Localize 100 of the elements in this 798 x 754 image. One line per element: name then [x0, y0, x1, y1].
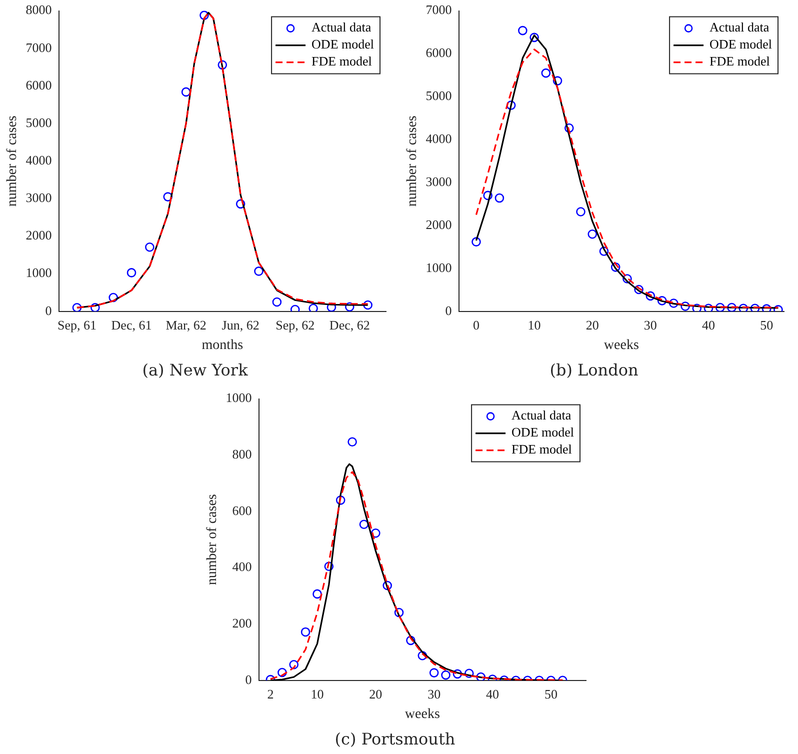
y-tick-label: 6000 — [426, 45, 452, 60]
point — [588, 229, 598, 239]
y-tick-label: 0 — [445, 302, 452, 318]
point — [312, 589, 322, 599]
point — [738, 304, 748, 312]
y-tick-label: 1000 — [26, 265, 52, 280]
x-tick-label: 0 — [472, 318, 480, 333]
point — [254, 266, 264, 276]
text: (b) London — [550, 360, 638, 380]
x-axis-title: weeks — [404, 707, 440, 722]
point — [272, 297, 282, 307]
x-tick-label: 2 — [267, 686, 274, 702]
text: (a) New York — [142, 360, 248, 380]
y-tick-label: 2000 — [426, 216, 452, 232]
legend-label: Actual data — [312, 20, 372, 35]
legend-label: ODE model — [512, 424, 574, 440]
point — [90, 302, 100, 312]
y-tick-label: 8000 — [26, 2, 52, 18]
point — [704, 304, 714, 312]
x-tick-label: Jun, 62 — [222, 318, 260, 333]
x-tick-label: 10 — [310, 686, 324, 702]
point — [236, 199, 246, 209]
x-axis-title: weeks — [604, 338, 639, 354]
point — [278, 668, 287, 678]
point — [464, 668, 474, 678]
legend-label: ODE model — [710, 36, 772, 52]
y-axis-title: number of cases — [205, 494, 220, 586]
point — [657, 296, 667, 306]
x-tick-label: Mar, 62 — [166, 318, 206, 333]
point — [715, 302, 725, 312]
x-axis-title: months — [202, 338, 244, 354]
x-tick-label: Dec, 61 — [111, 318, 152, 333]
y-tick-label: 5000 — [26, 114, 52, 130]
point — [692, 304, 702, 312]
y-tick-label: 4000 — [426, 131, 452, 146]
y-axis-title: number of cases — [5, 116, 20, 207]
point — [452, 669, 462, 679]
point — [359, 520, 369, 530]
x-tick-label: Sep, 62 — [276, 318, 315, 333]
y-tick-label: 3000 — [26, 190, 52, 206]
y-tick-label: 1000 — [226, 390, 252, 406]
point — [727, 302, 736, 312]
point — [300, 627, 310, 637]
x-tick-label: 40 — [702, 318, 716, 333]
point — [441, 670, 450, 680]
point — [576, 207, 586, 216]
point — [541, 68, 551, 78]
x-tick-label: 20 — [369, 686, 382, 702]
text: (c) Portsmouth — [334, 730, 456, 749]
point — [610, 262, 620, 272]
point — [646, 291, 656, 301]
point — [336, 496, 346, 505]
y-axis-title: number of cases — [405, 116, 420, 207]
point — [308, 304, 318, 312]
legend-label: FDE model — [312, 54, 372, 69]
point — [476, 672, 486, 680]
y-tick-label: 600 — [232, 502, 252, 518]
point — [418, 650, 428, 660]
x-tick-label: 30 — [644, 318, 657, 333]
legend-label: Actual data — [710, 20, 770, 35]
y-tick-label: 7000 — [26, 40, 52, 55]
x-tick-label: 40 — [486, 686, 500, 702]
point — [218, 60, 228, 70]
x-tick-label: Sep, 61 — [57, 318, 96, 333]
point — [200, 10, 209, 20]
y-tick-label: 5000 — [426, 88, 452, 104]
y-tick-label: 0 — [45, 302, 52, 318]
point — [348, 437, 357, 447]
point — [472, 237, 481, 246]
y-tick-label: 6000 — [26, 77, 52, 92]
x-tick-label: 30 — [428, 686, 441, 702]
point — [680, 302, 690, 311]
point — [344, 302, 354, 312]
point — [622, 274, 632, 284]
point — [289, 660, 299, 670]
x-tick-label: Dec, 62 — [329, 318, 370, 333]
y-tick-label: 200 — [232, 616, 252, 630]
y-tick-label: 4000 — [26, 152, 52, 168]
legend-label: FDE model — [512, 442, 572, 457]
point — [108, 292, 118, 302]
point — [669, 298, 678, 308]
point — [394, 608, 404, 618]
point — [371, 528, 380, 538]
x-tick-label: 50 — [760, 318, 774, 333]
point — [634, 284, 644, 294]
point — [599, 246, 609, 256]
point — [72, 302, 82, 312]
y-tick-label: 1000 — [426, 260, 452, 275]
y-tick-label: 2000 — [26, 228, 52, 243]
point — [126, 268, 136, 278]
legend-label: ODE model — [312, 36, 374, 52]
point — [429, 668, 439, 678]
point — [324, 562, 334, 571]
point — [382, 580, 392, 590]
point — [494, 193, 504, 203]
y-tick-label: 7000 — [426, 2, 452, 18]
point — [530, 32, 539, 42]
point — [506, 100, 516, 110]
y-tick-label: 400 — [232, 559, 252, 574]
point — [145, 242, 154, 252]
